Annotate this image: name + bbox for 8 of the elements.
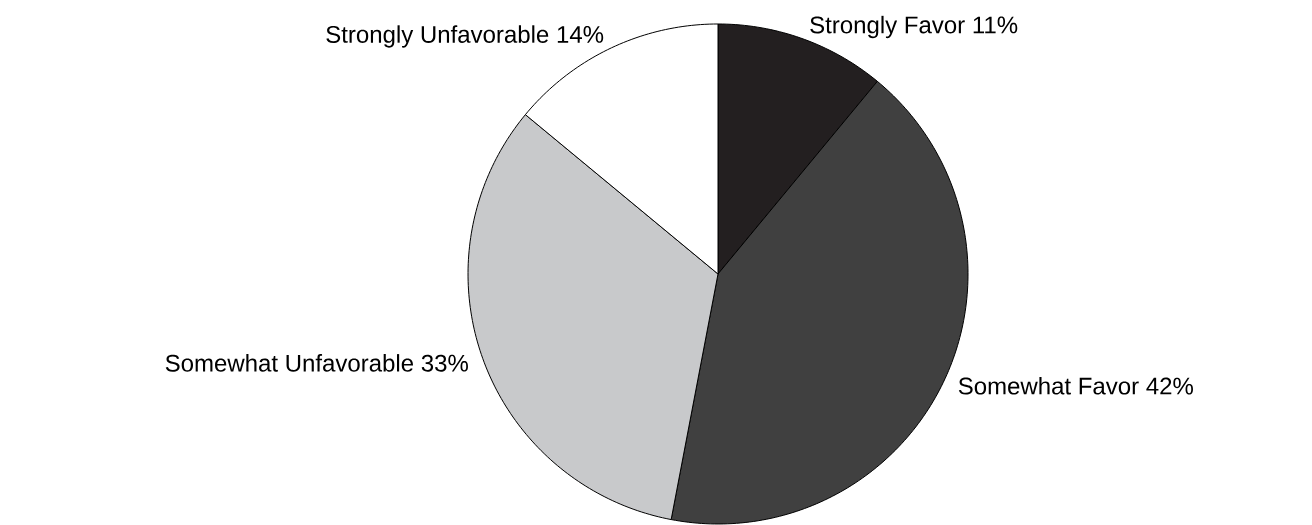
data-label: 11% [973,16,1018,34]
data-label: 42% [1146,377,1193,395]
slice-label: Strongly Unfavorable [326,25,549,48]
slice-label: Somewhat Unfavorable [165,354,414,372]
data-label: 14% [557,26,604,43]
data-label: 33% [421,354,468,372]
slice-label: Somewhat Favor [958,376,1139,395]
slice-label: Strongly Favor [810,15,965,39]
